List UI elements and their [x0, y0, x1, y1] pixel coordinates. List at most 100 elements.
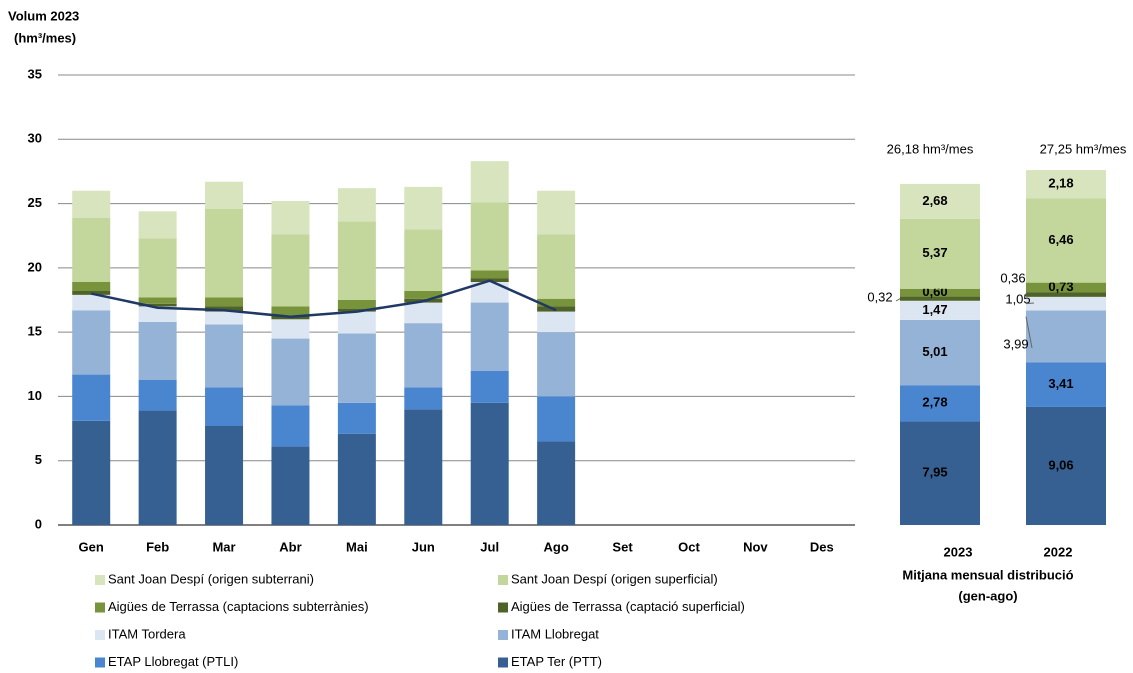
bar-segment: [138, 410, 177, 525]
bar-segment: [337, 311, 376, 334]
legend-swatch: [498, 630, 508, 640]
bar-segment: [900, 319, 980, 386]
bar-segment: [404, 409, 443, 525]
x-tick-label: 2023: [944, 544, 973, 559]
bar-segment: [537, 441, 576, 525]
bar-segment: [205, 387, 244, 426]
bar-segment: [138, 238, 177, 298]
x-tick-label: Oct: [678, 539, 700, 554]
value-label: 6,46: [1048, 232, 1073, 247]
bar-segment: [404, 323, 443, 388]
x-axis-title: Mitjana mensual distribució: [902, 567, 1073, 582]
bar-segment: [1026, 406, 1106, 525]
legend-label: ITAM Llobregat: [511, 626, 599, 641]
value-label: 2,18: [1048, 176, 1073, 191]
bar-segment: [138, 211, 177, 239]
bar-segment: [138, 321, 177, 380]
legend-swatch: [95, 602, 105, 613]
bar-segment: [404, 302, 443, 324]
bar-segment: [271, 201, 310, 235]
bar-segment: [1026, 362, 1106, 407]
total-label: 26,18 hm³/mes: [887, 141, 974, 156]
x-tick-label: Feb: [146, 539, 169, 554]
x-tick-label: Jun: [412, 539, 435, 554]
value-label: 2,68: [922, 193, 947, 208]
legend-label: ETAP Llobregat (PTLI): [108, 654, 238, 669]
bar-segment: [337, 333, 376, 403]
legend-swatch: [498, 575, 508, 585]
value-label: 0,32: [867, 289, 892, 304]
legend-swatch: [95, 575, 105, 585]
bar-segment: [900, 218, 980, 289]
bar-segment: [72, 217, 111, 282]
bar-segment: [1026, 198, 1106, 283]
bar-segment: [271, 319, 310, 339]
legend-label: ITAM Tordera: [108, 626, 186, 641]
bar-segment: [205, 208, 244, 298]
bar-segment: [205, 297, 244, 307]
bar-segment: [271, 338, 310, 406]
x-tick-label: Gen: [79, 539, 104, 554]
bar-segment: [537, 190, 576, 235]
bar-segment: [205, 306, 244, 312]
bar-segment: [1026, 296, 1106, 311]
bar-segment: [138, 303, 177, 307]
bar-segment: [470, 202, 509, 271]
bar-segment: [271, 446, 310, 525]
bar-segment: [271, 405, 310, 447]
bar-segment: [1026, 310, 1106, 363]
value-label: 3,41: [1048, 376, 1073, 391]
bar-segment: [337, 433, 376, 525]
bar-segment: [404, 186, 443, 230]
value-label: 3,99: [1003, 336, 1028, 351]
bar-segment: [470, 161, 509, 203]
x-tick-label: Ago: [543, 539, 568, 554]
bar-segment: [72, 282, 111, 291]
legend-swatch: [498, 602, 508, 613]
bar-segment: [537, 332, 576, 397]
bar-segment: [470, 402, 509, 525]
bar-segment: [337, 402, 376, 434]
y-tick-label: 10: [28, 388, 42, 403]
legend-label: Sant Joan Despí (origen superficial): [511, 571, 718, 586]
x-tick-label: Abr: [279, 539, 301, 554]
bar-segment: [72, 291, 111, 295]
bar-segment: [1026, 292, 1106, 297]
bar-segment: [72, 374, 111, 421]
bar-segment: [271, 306, 310, 316]
bar-segment: [1026, 282, 1106, 293]
bar-segment: [900, 300, 980, 320]
y-tick-label: 30: [28, 131, 42, 146]
legend-swatch: [95, 657, 105, 668]
value-label: 9,06: [1048, 457, 1073, 472]
x-tick-label: Des: [810, 539, 834, 554]
y-tick-label: 25: [28, 195, 42, 210]
y-axis-title: (hm³/mes): [14, 30, 76, 45]
x-tick-label: Mai: [346, 539, 368, 554]
bar-segment: [404, 291, 443, 299]
y-tick-label: 0: [35, 516, 42, 531]
legend-swatch: [95, 630, 105, 640]
legend-label: Sant Joan Despí (origen subterrani): [108, 571, 314, 586]
y-tick-label: 15: [28, 324, 42, 339]
bar-segment: [537, 234, 576, 299]
bar-segment: [72, 310, 111, 375]
bar-segment: [72, 190, 111, 218]
y-tick-label: 20: [28, 259, 42, 274]
bar-segment: [72, 420, 111, 525]
bar-segment: [138, 306, 177, 322]
bar-segment: [470, 282, 509, 303]
value-label: 0,36: [1000, 270, 1025, 285]
bar-segment: [337, 309, 376, 312]
total-label: 27,25 hm³/mes: [1040, 141, 1127, 156]
bar-segment: [138, 297, 177, 304]
bar-segment: [337, 188, 376, 222]
bar-segment: [470, 270, 509, 279]
bar-segment: [337, 221, 376, 300]
y-axis-title: Volum 2023: [8, 8, 79, 23]
bar-segment: [537, 396, 576, 442]
bar-segment: [900, 288, 980, 297]
legend-label: Aigües de Terrassa (captacions subterràn…: [108, 599, 369, 614]
leader-line: [1025, 302, 1035, 305]
y-tick-label: 35: [28, 66, 42, 81]
